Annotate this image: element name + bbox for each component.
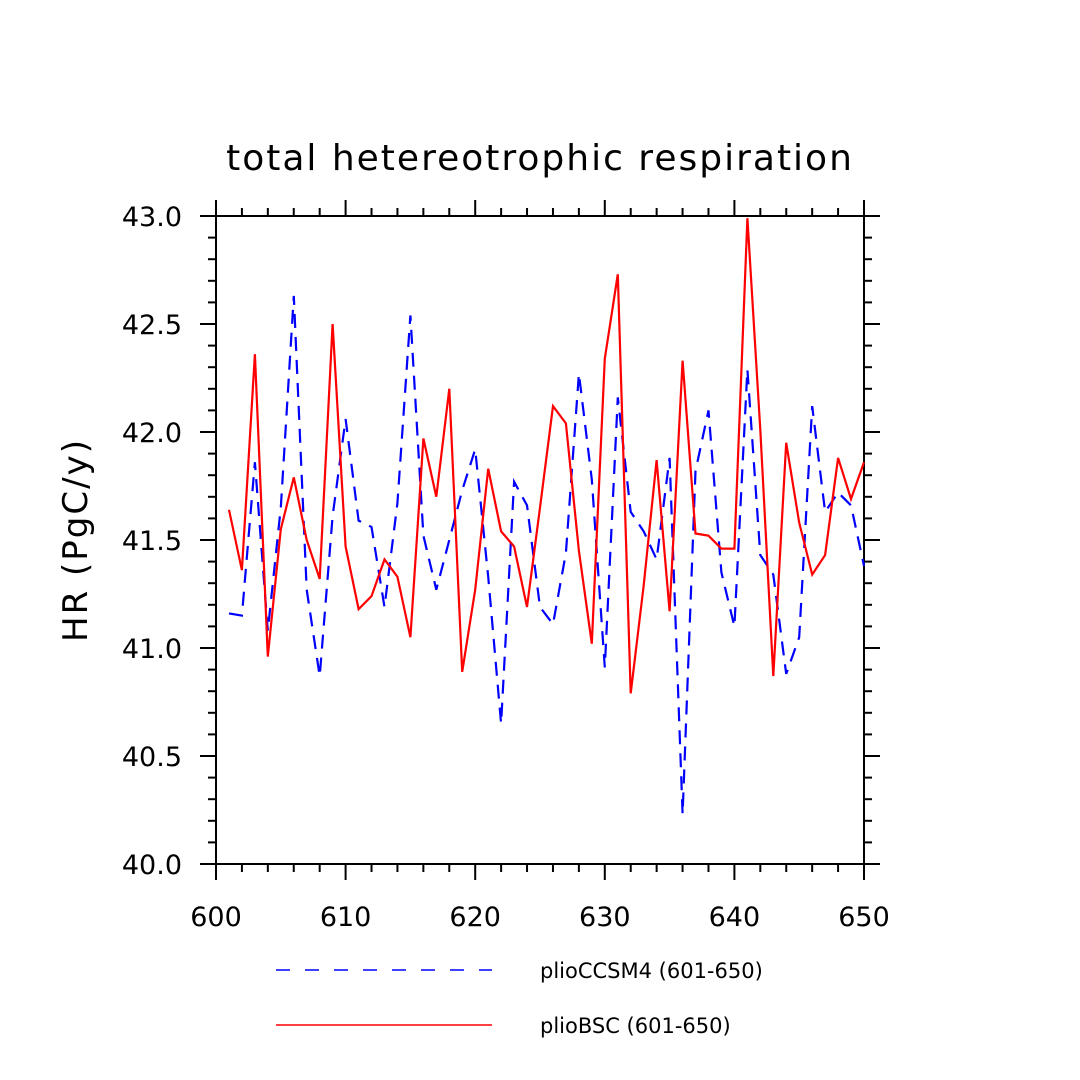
y-tick-label: 43.0 xyxy=(122,202,182,233)
y-tick-label: 41.5 xyxy=(122,526,182,557)
y-tick-label: 41.0 xyxy=(122,634,182,665)
x-tick-label: 640 xyxy=(709,902,761,933)
chart-title: total hetereotrophic respiration xyxy=(226,138,854,179)
x-tick-label: 620 xyxy=(449,902,501,933)
series-line-pliobsc xyxy=(227,218,866,694)
legend-label: plioCCSM4 (601-650) xyxy=(540,959,763,983)
series-line-pliocssm4 xyxy=(228,295,866,815)
y-tick-label: 40.5 xyxy=(122,742,182,773)
x-tick-label: 630 xyxy=(579,902,631,933)
plot-area: 600 610 620 630 640 650 40.0 40.5 41.0 41.5 42.0 42… xyxy=(122,200,890,933)
y-tick-label: 42.5 xyxy=(122,310,182,341)
legend: plioCCSM4 (601-650) plioBSC (601-650) xyxy=(276,959,763,1038)
y-axis-label: HR (PgC/y) xyxy=(56,438,96,642)
x-tick-label: 600 xyxy=(190,902,242,933)
y-tick-label: 40.0 xyxy=(122,850,182,881)
y-tick-label: 42.0 xyxy=(122,418,182,449)
x-tick-label: 650 xyxy=(838,902,890,933)
legend-label: plioBSC (601-650) xyxy=(540,1014,731,1038)
x-tick-label: 610 xyxy=(320,902,372,933)
